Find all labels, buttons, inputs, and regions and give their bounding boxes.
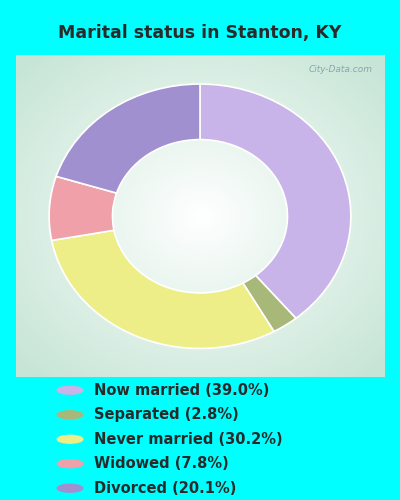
Text: Separated (2.8%): Separated (2.8%) xyxy=(94,407,239,422)
Circle shape xyxy=(57,484,83,492)
Circle shape xyxy=(57,460,83,468)
Circle shape xyxy=(57,411,83,418)
Text: Never married (30.2%): Never married (30.2%) xyxy=(94,432,283,446)
Wedge shape xyxy=(56,84,200,193)
Text: City-Data.com: City-Data.com xyxy=(309,64,373,74)
Wedge shape xyxy=(49,176,116,240)
Circle shape xyxy=(57,436,83,443)
Wedge shape xyxy=(52,230,274,348)
Wedge shape xyxy=(243,276,296,332)
Text: Widowed (7.8%): Widowed (7.8%) xyxy=(94,456,229,471)
Text: Marital status in Stanton, KY: Marital status in Stanton, KY xyxy=(58,24,342,42)
Text: Divorced (20.1%): Divorced (20.1%) xyxy=(94,480,236,496)
Circle shape xyxy=(57,386,83,394)
Wedge shape xyxy=(200,84,351,318)
Text: Now married (39.0%): Now married (39.0%) xyxy=(94,382,269,398)
